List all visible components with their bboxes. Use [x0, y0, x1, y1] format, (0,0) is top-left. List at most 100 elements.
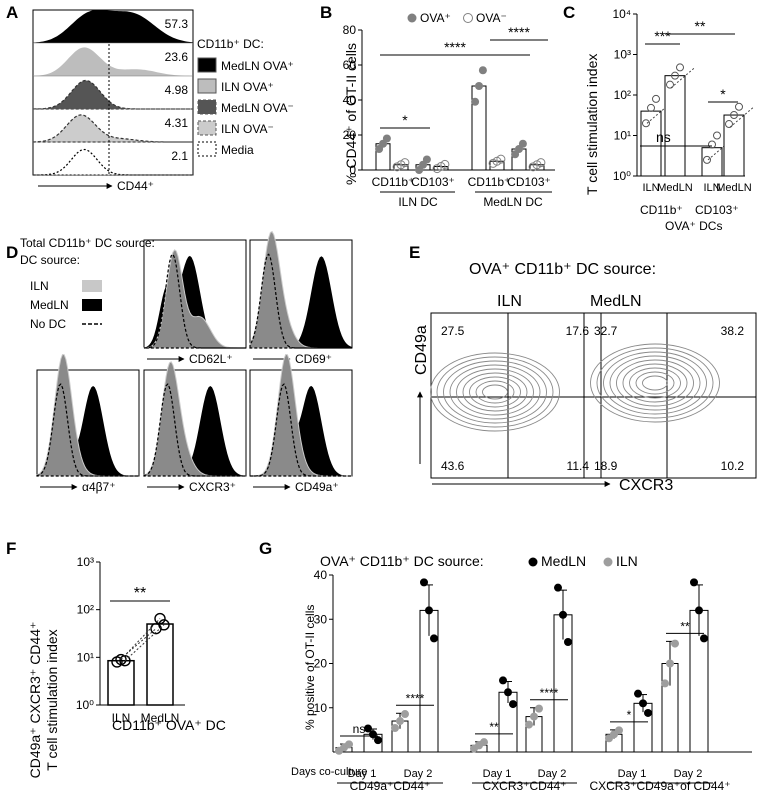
significance-label: **	[695, 18, 706, 34]
x-category-label: CD11b⁺	[468, 175, 511, 189]
point-medln	[374, 736, 382, 745]
point-iln	[530, 712, 538, 721]
point-iln	[661, 679, 669, 688]
legend-swatch	[197, 78, 217, 94]
panel-d-letter: D	[6, 243, 18, 262]
data-point	[647, 103, 655, 112]
quadrant-ur: 38.2	[721, 324, 745, 338]
contour-ring	[590, 343, 720, 423]
data-point	[671, 71, 679, 80]
contour-ring	[603, 351, 707, 415]
panel-e-plots: 27.5 17.6 43.6 11.4 32.7 38.2 18.9 10.2	[430, 312, 757, 479]
point-ova-pos	[382, 134, 391, 143]
point-medln	[509, 700, 517, 709]
point-medln	[420, 578, 428, 587]
panel-f-axis: 10⁰ 10¹ 10² 10³	[76, 555, 185, 712]
histogram-iln	[250, 353, 352, 477]
panel-d-legend-title: Total CD11b⁺ DC source:	[20, 236, 155, 250]
pair-line	[116, 628, 157, 663]
panel-e-ylabel: CD49a	[413, 325, 430, 375]
legend-swatch	[82, 280, 102, 292]
legend-label: MedLN OVA⁺	[221, 59, 294, 73]
significance-label: ****	[508, 24, 530, 40]
x-category-label: ILN	[642, 182, 659, 194]
y-tick-label: 40	[314, 568, 328, 582]
quadrant-ll: 18.9	[594, 459, 618, 473]
legend-swatch	[197, 57, 217, 73]
y-tick-label: 10⁴	[612, 7, 631, 21]
point-iln	[401, 710, 409, 719]
contour-ring	[469, 376, 521, 408]
quadrant-lr: 10.2	[721, 459, 745, 473]
y-tick-label: 20	[343, 128, 357, 142]
point-iln	[535, 704, 543, 713]
legend-marker-ova-neg	[463, 13, 473, 23]
marker-label: α4β7⁺	[82, 480, 116, 494]
point-medln	[504, 688, 512, 697]
legend-ova-neg: OVA⁻	[476, 11, 507, 25]
group-label: ILN DC	[398, 195, 438, 209]
group-label: CXCR3⁺CD44⁺	[482, 779, 566, 793]
legend-marker-ova-pos	[407, 13, 417, 23]
point-medln	[559, 610, 567, 619]
point-medln	[564, 637, 572, 646]
histogram-track	[33, 148, 193, 176]
quadrant-ur: 17.6	[566, 324, 590, 338]
day-label: Day 2	[538, 768, 567, 780]
group-label: CXCR3⁺CD49a⁺of CD44⁺	[589, 779, 730, 793]
panel-c-letter: C	[563, 3, 575, 22]
track-value: 57.3	[165, 17, 189, 31]
significance-label: *	[627, 708, 632, 722]
panel-c-footer: OVA⁺ DCs	[665, 219, 722, 233]
panel-e-plot-1-name: MedLN	[590, 293, 642, 310]
contour-ring	[596, 347, 714, 419]
track-value: 2.1	[171, 149, 188, 163]
histogram-medln	[250, 385, 352, 476]
panel-g-ylabel: % positive of OT-II cells	[303, 605, 317, 730]
panel-b-ylabel: % CD44⁺ of OT-II cells	[343, 43, 359, 185]
significance-label: **	[134, 585, 146, 602]
significance-label: *	[402, 112, 408, 128]
contour-ring	[482, 384, 508, 400]
x-category-label: MedLN	[141, 711, 180, 725]
point-medln	[364, 724, 372, 733]
point-medln	[634, 689, 642, 698]
group-label: MedLN DC	[483, 195, 543, 209]
significance-label: ****	[540, 686, 559, 700]
panel-e-title: OVA⁺ CD11b⁺ DC source:	[469, 261, 656, 278]
significance-label: ns	[353, 722, 366, 736]
point-medln	[499, 676, 507, 685]
quadrant-ul: 27.5	[441, 324, 465, 338]
histogram-track	[33, 47, 193, 76]
point-ova-pos	[518, 139, 527, 148]
point-iln	[391, 723, 399, 732]
legend-subtitle: DC source:	[20, 253, 80, 267]
panel-f-ylabel-line-0: CD49a⁺ CXCR3⁺ CD44⁺	[27, 622, 43, 779]
y-tick-label: 10²	[77, 603, 94, 617]
panel-c-significance: *****ns*	[640, 18, 738, 147]
panel-g-title: OVA⁺ CD11b⁺ DC source:	[320, 553, 484, 569]
panel-a-legend: MedLN OVA⁺ ILN OVA⁺ MedLN OVA⁻ ILN OVA⁻ Medi…	[197, 57, 294, 157]
y-tick-label: 10	[314, 701, 328, 715]
point-iln	[345, 740, 353, 749]
x-category-label: MedLN	[657, 182, 693, 194]
y-tick-label: 10⁰	[613, 169, 631, 183]
contour-ring	[642, 375, 668, 391]
bar	[107, 659, 135, 706]
panel-f: F CD49a⁺ CXCR3⁺ CD44⁺ T cell stimulation…	[6, 539, 226, 778]
y-tick-label: 40	[343, 93, 357, 107]
panel-a: A 57.3 23.6 4.98 4.31 2.1 CD44⁺ CD11b⁺ DC: M…	[6, 3, 294, 193]
panel-a-legend-title: CD11b⁺ DC:	[197, 37, 264, 51]
track-value: 4.98	[165, 83, 189, 97]
significance-label: ****	[406, 691, 425, 705]
data-point	[154, 612, 166, 625]
y-tick-label: 10⁰	[76, 698, 94, 712]
histogram-no-dc	[250, 383, 352, 477]
legend-swatch	[197, 120, 217, 136]
panel-a-xlabel: CD44⁺	[117, 179, 154, 193]
point-ova-neg	[536, 158, 546, 168]
legend-label: MedLN	[30, 298, 69, 312]
